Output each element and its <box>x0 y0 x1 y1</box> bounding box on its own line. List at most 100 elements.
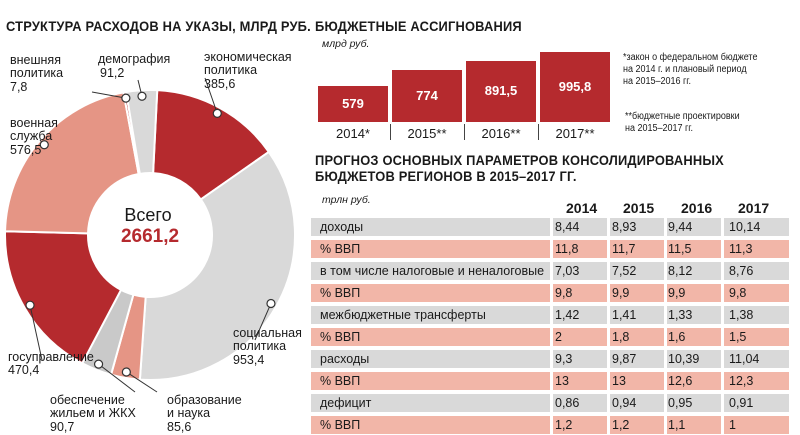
donut-segment <box>138 150 296 381</box>
segment-label-economic: экономическая политика <box>204 50 292 77</box>
budget-bar-chart: 579 2014* 774 2015** 891,5 2016** 995,8 2017** <box>310 40 620 150</box>
budget-bar-year: 2014* <box>336 126 370 141</box>
table-cell: 1,2 <box>555 418 573 432</box>
table-cell: 8,76 <box>729 264 754 278</box>
table-cell: 7,52 <box>612 264 637 278</box>
table-cell: 1 <box>729 418 736 432</box>
row-label: % ВВП <box>320 286 361 300</box>
table-cell: 9,8 <box>729 286 747 300</box>
segment-value-military: 576,5 <box>10 143 42 157</box>
table-cell: 12,3 <box>729 374 754 388</box>
donut-segment <box>4 230 123 365</box>
row-label: % ВВП <box>320 374 361 388</box>
row-label: % ВВП <box>320 418 361 432</box>
row-label: в том числе налоговые и неналоговые <box>320 264 545 278</box>
table-cell: 1,41 <box>612 308 637 322</box>
segment-value-housing: 90,7 <box>50 420 75 434</box>
donut-center-label: Всего <box>124 205 172 225</box>
table-cell: 0,91 <box>729 396 754 410</box>
row-label: межбюджетные трансферты <box>320 308 486 322</box>
segment-label-education: образование и наука <box>167 393 242 420</box>
table-cell: 9,87 <box>612 352 637 366</box>
donut-title: СТРУКТУРА РАСХОДОВ НА УКАЗЫ, МЛРД РУБ. <box>6 18 311 34</box>
budget-bar: 891,5 <box>466 60 536 122</box>
segment-value-demography: 91,2 <box>100 66 125 80</box>
column-divider <box>607 218 610 434</box>
table-cell: 1,1 <box>668 418 686 432</box>
year-separator <box>464 124 465 140</box>
year-separator <box>390 124 391 140</box>
segment-value-social: 953,4 <box>233 353 265 367</box>
leader-marker <box>137 91 147 101</box>
table-cell: 1,2 <box>612 418 630 432</box>
budget-bar-value: 774 <box>416 88 438 104</box>
segment-label-demography: демография <box>98 52 171 66</box>
table-cell: 0,95 <box>668 396 693 410</box>
table-cell: 13 <box>612 374 626 388</box>
leader-line <box>91 91 126 99</box>
segment-label-foreign: внешняя политика <box>10 53 64 80</box>
forecast-unit: трлн руб. <box>322 194 371 206</box>
segment-label-government: госуправление <box>8 350 94 364</box>
budget-bar-value: 579 <box>342 96 364 111</box>
table-cell: 12,6 <box>668 374 693 388</box>
budget-note-1: *закон о федеральном бюджете на 2014 г. … <box>623 52 758 87</box>
table-cell: 13 <box>555 374 569 388</box>
budget-bar-value: 995,8 <box>558 79 592 94</box>
col-head-2016: 2016 <box>681 200 713 216</box>
segment-label-housing: обеспечение жильем и ЖКХ <box>50 393 136 420</box>
leader-line <box>254 303 272 341</box>
segment-label-social: социальная политика <box>233 326 302 353</box>
budget-unit: млрд руб. <box>322 38 370 50</box>
col-head-2014: 2014 <box>566 200 598 216</box>
table-cell: 1,6 <box>668 330 686 344</box>
table-cell: 9,8 <box>555 286 573 300</box>
column-divider <box>721 218 724 434</box>
year-separator <box>538 124 539 140</box>
table-cell: 0,94 <box>612 396 637 410</box>
col-head-2017: 2017 <box>738 200 770 216</box>
donut-center-value: 2661,2 <box>120 226 180 247</box>
table-cell: 9,9 <box>612 286 630 300</box>
table-cell: 1,38 <box>729 308 754 322</box>
table-cell: 11,04 <box>729 352 760 366</box>
table-cell: 11,7 <box>612 242 636 256</box>
donut-segment <box>4 91 140 235</box>
budget-bar: 774 <box>392 70 462 122</box>
table-cell: 1,42 <box>555 308 580 322</box>
leader-marker <box>39 140 49 150</box>
column-divider <box>550 218 553 434</box>
table-cell: 1,33 <box>668 308 693 322</box>
table-cell: 11,3 <box>729 242 753 256</box>
budget-bar-year: 2017** <box>555 126 595 141</box>
budget-bar-value: 891,5 <box>484 83 518 99</box>
budget-bar: 579 <box>318 86 388 122</box>
col-head-2015: 2015 <box>623 200 655 216</box>
budget-bar: 995,8 <box>540 52 610 122</box>
row-label: доходы <box>320 220 364 234</box>
table-cell: 9,9 <box>668 286 686 300</box>
leader-line <box>126 371 158 393</box>
table-cell: 9,44 <box>668 220 693 234</box>
leader-marker <box>93 359 104 369</box>
row-label: дефицит <box>320 396 372 410</box>
leader-marker <box>121 93 131 103</box>
row-label: % ВВП <box>320 330 361 344</box>
budget-bar-year: 2015** <box>407 126 447 141</box>
table-cell: 1,5 <box>729 330 747 344</box>
donut-segment <box>152 89 271 201</box>
table-cell: 7,03 <box>555 264 580 278</box>
table-cell: 11,8 <box>555 242 579 256</box>
budget-note-2: **бюджетные проектировки на 2015–2017 гг… <box>625 111 740 134</box>
table-cell: 11,5 <box>668 242 692 256</box>
segment-value-foreign: 7,8 <box>10 80 28 94</box>
table-cell: 9,3 <box>555 352 573 366</box>
column-divider <box>664 218 667 434</box>
table-cell: 2 <box>555 330 562 344</box>
donut-segment <box>124 89 159 175</box>
table-cell: 10,39 <box>668 352 700 366</box>
leader-line <box>204 77 218 114</box>
segment-label-military: военная служба <box>10 116 58 143</box>
forecast-title-line2: БЮДЖЕТОВ РЕГИОНОВ В 2015–2017 ГГ. <box>315 168 577 184</box>
segment-value-government: 470,4 <box>8 363 40 377</box>
